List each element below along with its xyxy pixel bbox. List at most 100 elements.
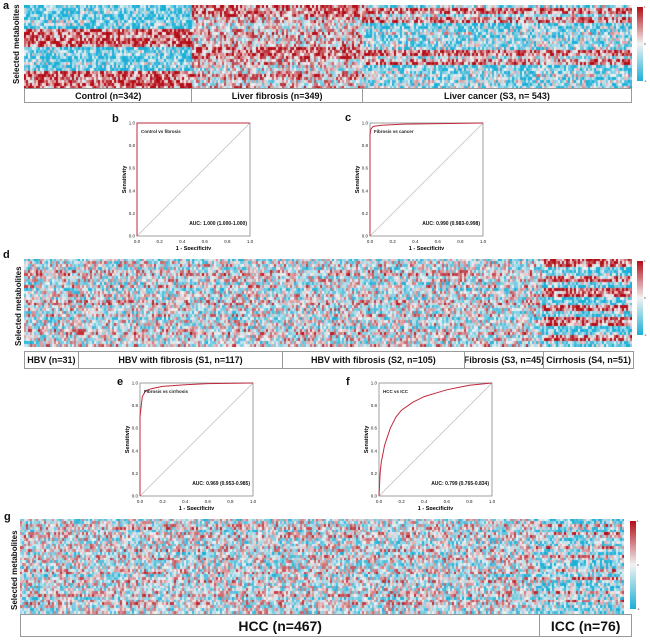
x-tick-label: 0.0 bbox=[376, 499, 383, 504]
y-tick-label: 0.6 bbox=[129, 166, 136, 171]
x-tick-label: 0.8 bbox=[457, 239, 464, 244]
y-tick-label: 0.4 bbox=[129, 188, 136, 193]
roc-ylabel: Sensitivity bbox=[355, 165, 361, 193]
x-tick-label: 0.8 bbox=[227, 499, 234, 504]
colorbar-d bbox=[637, 261, 643, 335]
y-tick-label: 1.0 bbox=[362, 121, 369, 126]
group-label-icc: ICC (n=76) bbox=[550, 617, 621, 634]
panel-letter-b: b bbox=[112, 113, 119, 125]
panel-letter-a: a bbox=[3, 0, 10, 12]
x-tick-label: 0.4 bbox=[179, 239, 186, 244]
colorbar-tick-label: 0 bbox=[637, 563, 639, 567]
colorbar-tick-label: 0 bbox=[644, 42, 646, 46]
colorbar-a bbox=[637, 7, 643, 81]
heatmap-a bbox=[24, 5, 632, 89]
colorbar-tick-label: -1 bbox=[637, 607, 640, 611]
colorbar-tick-label: 0 bbox=[644, 296, 646, 300]
y-tick-label: 0.8 bbox=[371, 403, 378, 408]
x-tick-label: 1.0 bbox=[250, 499, 257, 504]
y-tick-label: 1.0 bbox=[132, 381, 139, 386]
roc-xlabel: 1 - Specificity bbox=[409, 246, 445, 250]
group-label-control: Control (n=342) bbox=[25, 89, 193, 102]
x-tick-label: 0.0 bbox=[134, 239, 141, 244]
x-tick-label: 0.2 bbox=[398, 499, 405, 504]
y-tick-label: 0.0 bbox=[129, 234, 136, 239]
roc-curve bbox=[369, 122, 484, 236]
y-tick-label: 0.4 bbox=[362, 188, 369, 193]
x-tick-label: 0.4 bbox=[412, 239, 419, 244]
roc-diagonal bbox=[136, 122, 251, 237]
colorbar-tick-label: -1 bbox=[644, 333, 647, 337]
panel-letter-g: g bbox=[4, 511, 11, 523]
roc-diagonal bbox=[369, 122, 484, 237]
x-tick-label: 0.0 bbox=[137, 499, 144, 504]
y-tick-label: 0.2 bbox=[371, 471, 378, 476]
group-label-fibrosis-s3: Fibrosis (S3, n=45) bbox=[465, 352, 545, 368]
group-label-liver-cancer: Liver cancer (S3, n= 543) bbox=[444, 90, 550, 101]
roc-ylabel: Sensitivity bbox=[125, 425, 131, 453]
group-bar-d: HBV (n=31) HBV with fibrosis (S1, n=117)… bbox=[24, 351, 634, 369]
panel-g-ylabel: Selected metabolites bbox=[10, 530, 19, 610]
roc-auc-label: AUC: 0.990 (0.983-0.998) bbox=[422, 221, 480, 227]
heatmap-g bbox=[20, 519, 624, 614]
roc-auc-label: AUC: 1.000 (1.000-1.000) bbox=[189, 221, 247, 227]
group-bar-g: HCC (n=467) ICC (n=76) bbox=[20, 614, 632, 637]
roc-title: Fibrosis vs cirrhosis bbox=[144, 389, 189, 394]
y-tick-label: 0.8 bbox=[129, 143, 136, 148]
roc-curve bbox=[136, 122, 250, 236]
y-tick-label: 0.0 bbox=[371, 494, 378, 499]
group-label-liver-fibrosis: Liver fibrosis (n=349) bbox=[192, 89, 363, 102]
y-tick-label: 1.0 bbox=[371, 381, 378, 386]
x-tick-label: 0.2 bbox=[389, 239, 396, 244]
y-tick-label: 0.2 bbox=[129, 211, 136, 216]
group-label-hbv: HBV (n=31) bbox=[25, 352, 79, 368]
panel-letter-f: f bbox=[346, 376, 350, 388]
y-tick-label: 1.0 bbox=[129, 121, 136, 126]
y-tick-label: 0.8 bbox=[132, 403, 139, 408]
group-label-hbv-fibrosis-s1: HBV with fibrosis (S1, n=117) bbox=[79, 352, 284, 368]
group-bar-a: Control (n=342) Liver fibrosis (n=349) L… bbox=[24, 88, 632, 103]
roc-chart-e: 0.00.0 0.2 0.2 0.4 0.4 0.6 0.6 0.8 0.8 1.0 1.0 1 - … bbox=[125, 381, 257, 511]
x-tick-label: 1.0 bbox=[480, 239, 487, 244]
panel-letter-c: c bbox=[345, 112, 352, 124]
x-tick-label: 0.8 bbox=[466, 499, 473, 504]
x-tick-label: 0.6 bbox=[444, 499, 451, 504]
roc-title: Fibrosis vs cancer bbox=[374, 129, 414, 134]
group-label-cirrhosis-s4: Cirrhosis (S4, n=51) bbox=[546, 355, 632, 365]
roc-ylabel: Sensitivity bbox=[122, 165, 128, 193]
colorbar-tick-label: 1 bbox=[644, 5, 646, 9]
x-tick-label: 0.6 bbox=[435, 239, 442, 244]
roc-auc-label: AUC: 0.969 (0.953-0.985) bbox=[192, 481, 250, 487]
roc-diagonal bbox=[378, 382, 493, 497]
roc-ylabel: Sensitivity bbox=[364, 425, 370, 453]
roc-chart-f: 0.00.0 0.2 0.2 0.4 0.4 0.6 0.6 0.8 0.8 1.0 1.0 1 - … bbox=[364, 381, 496, 511]
roc-chart-c: 0.00.0 0.2 0.2 0.4 0.4 0.6 0.6 0.8 0.8 1.0 1.0 1 - … bbox=[355, 121, 487, 251]
roc-curve bbox=[378, 382, 493, 497]
colorbar-tick-label: 1 bbox=[637, 519, 639, 523]
y-tick-label: 0.0 bbox=[362, 234, 369, 239]
group-label-hbv-fibrosis-s2: HBV with fibrosis (S2, n=105) bbox=[283, 352, 465, 368]
x-tick-label: 1.0 bbox=[247, 239, 254, 244]
x-tick-label: 1.0 bbox=[489, 499, 496, 504]
y-tick-label: 0.4 bbox=[132, 448, 139, 453]
y-tick-label: 0.2 bbox=[362, 211, 369, 216]
roc-xlabel: 1 - Specificity bbox=[176, 246, 212, 250]
x-tick-label: 0.2 bbox=[156, 239, 163, 244]
y-tick-label: 0.2 bbox=[132, 471, 139, 476]
x-tick-label: 0.2 bbox=[159, 499, 166, 504]
x-tick-label: 0.4 bbox=[421, 499, 428, 504]
heatmap-d bbox=[24, 259, 632, 347]
x-tick-label: 0.6 bbox=[205, 499, 212, 504]
colorbar-g bbox=[630, 521, 636, 609]
roc-xlabel: 1 - Specificity bbox=[418, 506, 454, 510]
roc-auc-label: AUC: 0.799 (0.765-0.834) bbox=[431, 481, 489, 487]
y-tick-label: 0.6 bbox=[362, 166, 369, 171]
x-tick-label: 0.6 bbox=[202, 239, 209, 244]
roc-xlabel: 1 - Specificity bbox=[179, 506, 215, 510]
roc-chart-b: 0.00.0 0.2 0.2 0.4 0.4 0.6 0.6 0.8 0.8 1.0 1.0 1 - … bbox=[122, 121, 254, 251]
roc-diagonal bbox=[139, 382, 254, 497]
y-tick-label: 0.8 bbox=[362, 143, 369, 148]
roc-curve bbox=[139, 382, 254, 496]
roc-title: HCC vs ICC bbox=[383, 389, 409, 394]
panel-d-ylabel: Selected metabolites bbox=[14, 266, 23, 346]
